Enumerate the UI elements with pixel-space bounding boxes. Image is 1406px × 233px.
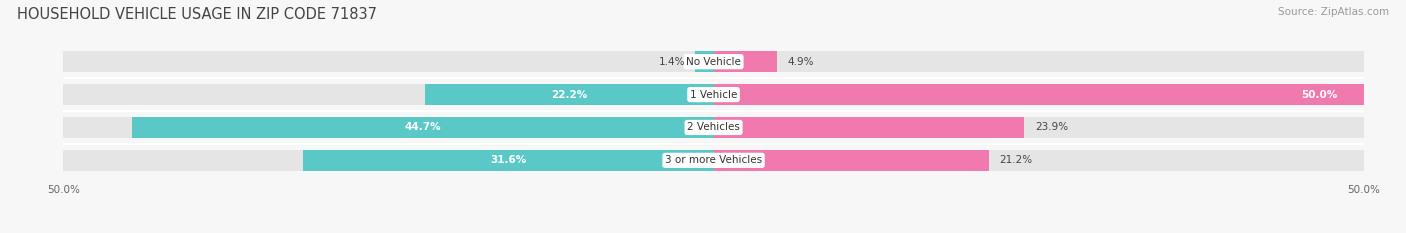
Text: 3 or more Vehicles: 3 or more Vehicles <box>665 155 762 165</box>
Bar <box>63 51 713 72</box>
Bar <box>425 84 713 105</box>
Bar <box>713 150 990 171</box>
Bar <box>713 84 1364 105</box>
Text: HOUSEHOLD VEHICLE USAGE IN ZIP CODE 71837: HOUSEHOLD VEHICLE USAGE IN ZIP CODE 7183… <box>17 7 377 22</box>
Bar <box>713 51 1364 72</box>
Bar <box>713 51 778 72</box>
Text: 23.9%: 23.9% <box>1035 123 1069 133</box>
Bar <box>63 84 713 105</box>
Text: 44.7%: 44.7% <box>405 123 441 133</box>
Text: 22.2%: 22.2% <box>551 89 588 99</box>
Bar <box>302 150 713 171</box>
Bar <box>713 117 1025 138</box>
Bar <box>696 51 713 72</box>
Text: Source: ZipAtlas.com: Source: ZipAtlas.com <box>1278 7 1389 17</box>
Text: No Vehicle: No Vehicle <box>686 57 741 67</box>
Text: 21.2%: 21.2% <box>1000 155 1033 165</box>
Bar <box>713 84 1364 105</box>
Bar <box>63 150 713 171</box>
Bar <box>713 117 1364 138</box>
Text: 1.4%: 1.4% <box>658 57 685 67</box>
Text: 31.6%: 31.6% <box>489 155 526 165</box>
Bar <box>63 117 713 138</box>
Bar <box>713 150 1364 171</box>
Text: 4.9%: 4.9% <box>787 57 814 67</box>
Text: 1 Vehicle: 1 Vehicle <box>690 89 737 99</box>
Bar <box>132 117 713 138</box>
Text: 2 Vehicles: 2 Vehicles <box>688 123 740 133</box>
Legend: Owner-occupied, Renter-occupied: Owner-occupied, Renter-occupied <box>593 230 834 233</box>
Text: 50.0%: 50.0% <box>1302 89 1339 99</box>
